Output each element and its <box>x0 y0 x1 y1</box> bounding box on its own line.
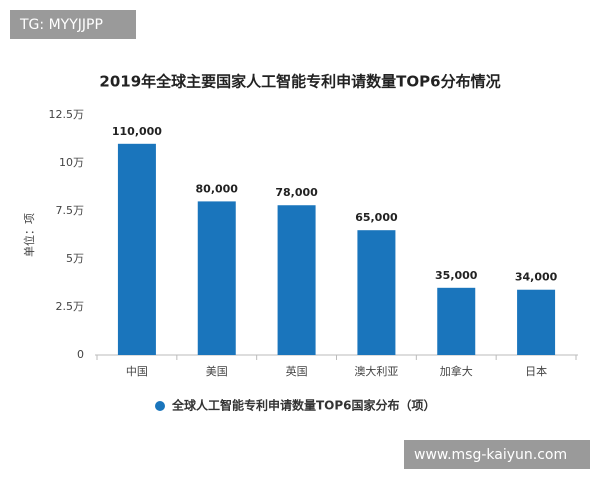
y-tick-label: 5万 <box>66 252 84 265</box>
watermark: TG: MYYJJPP <box>19 17 103 33</box>
y-tick-label: 10万 <box>59 156 84 169</box>
legend-marker <box>155 401 165 411</box>
x-tick-label: 美国 <box>206 365 228 378</box>
x-tick-label: 日本 <box>525 364 547 378</box>
x-tick-label: 中国 <box>126 365 148 378</box>
y-tick-label: 12.5万 <box>49 108 85 121</box>
bar <box>277 205 316 355</box>
bar <box>197 201 236 355</box>
x-tick-label: 英国 <box>286 364 308 378</box>
y-tick-label: 7.5万 <box>56 204 85 217</box>
x-tick-label: 澳大利亚 <box>354 364 398 378</box>
bar <box>117 143 156 355</box>
value-label: 65,000 <box>355 211 398 224</box>
watermark: www.msg-kaiyun.com <box>414 447 567 463</box>
legend-label: 全球人工智能专利申请数量TOP6国家分布（项） <box>171 398 436 413</box>
bar <box>517 289 556 355</box>
y-tick-label: 0 <box>77 348 84 361</box>
value-label: 78,000 <box>275 186 318 199</box>
x-tick-label: 加拿大 <box>440 364 473 378</box>
value-label: 80,000 <box>196 182 239 195</box>
bar <box>437 287 476 355</box>
watermark-box <box>10 10 136 39</box>
chart-title: 2019年全球主要国家人工智能专利申请数量TOP6分布情况 <box>99 73 500 91</box>
bar <box>357 230 396 355</box>
watermark-box <box>404 440 590 469</box>
value-label: 110,000 <box>112 125 162 138</box>
value-label: 35,000 <box>435 269 478 282</box>
value-label: 34,000 <box>515 271 558 284</box>
y-tick-label: 2.5万 <box>56 300 85 313</box>
y-axis-label: 单位：项 <box>22 213 36 257</box>
